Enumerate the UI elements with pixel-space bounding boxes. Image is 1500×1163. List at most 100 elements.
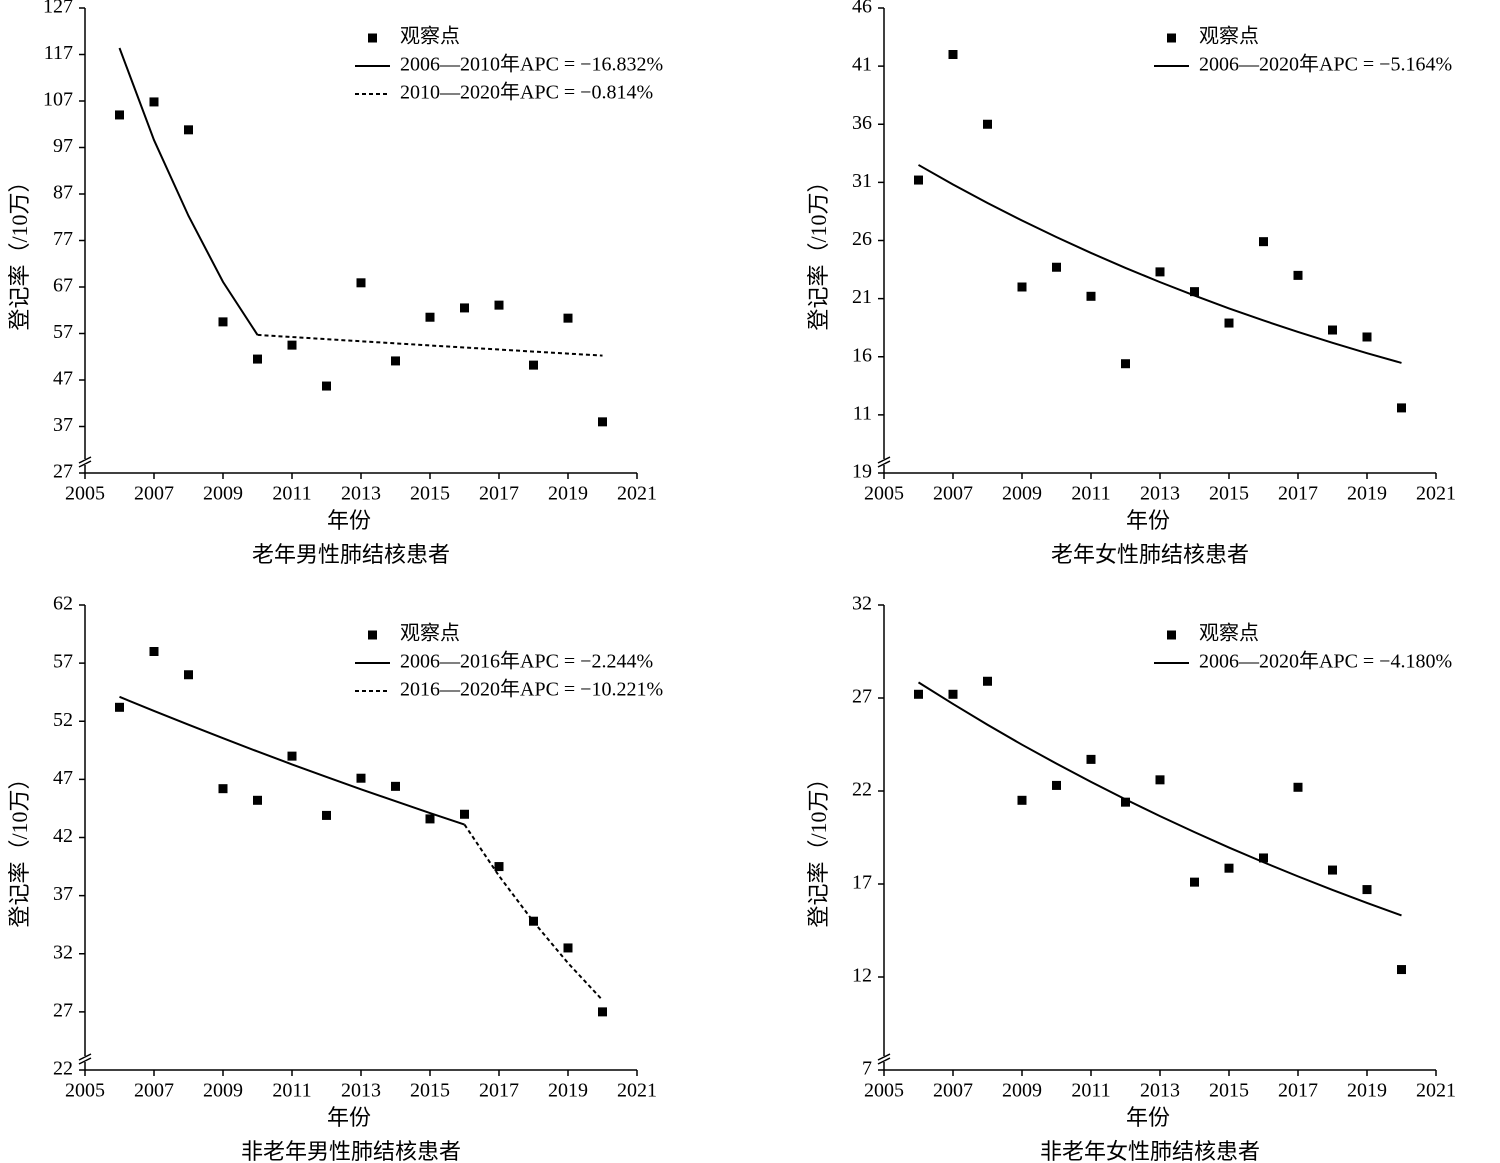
y-tick-label: 11 — [853, 402, 872, 424]
data-point — [253, 795, 262, 805]
data-point — [494, 300, 504, 310]
x-tick-label: 2015 — [410, 483, 450, 505]
data-point — [356, 278, 366, 288]
data-point — [115, 110, 124, 120]
data-point — [983, 119, 992, 129]
x-tick-label: 2005 — [864, 483, 904, 505]
data-point — [1328, 325, 1337, 335]
x-tick-label: 2015 — [1209, 483, 1249, 505]
axis-break — [78, 1053, 92, 1061]
x-tick-label: 2009 — [203, 1080, 243, 1102]
legend-label: 观察点 — [400, 25, 460, 48]
x-tick-label: 2011 — [1071, 1080, 1110, 1102]
data-point — [1362, 332, 1372, 342]
chart-title: 非老年男性肺结核患者 — [241, 1139, 461, 1163]
x-tick-label: 2019 — [548, 483, 588, 505]
y-tick-label: 32 — [852, 593, 872, 615]
x-axis-label: 年份 — [1126, 1105, 1170, 1130]
data-point — [1121, 797, 1130, 807]
x-tick-label: 2017 — [1278, 483, 1318, 505]
y-tick-label: 107 — [43, 89, 73, 111]
data-point — [1086, 754, 1096, 764]
data-point — [1362, 885, 1372, 895]
data-point — [1190, 877, 1199, 887]
axis-break — [877, 456, 891, 464]
x-tick-label: 2007 — [134, 1080, 174, 1102]
data-point — [1397, 403, 1406, 413]
x-axis-label: 年份 — [327, 508, 371, 533]
y-tick-label: 42 — [53, 825, 73, 847]
axis-break-gap — [881, 459, 887, 465]
chart-title: 老年女性肺结核患者 — [1051, 542, 1249, 567]
data-point — [115, 702, 124, 712]
fit-line — [918, 164, 1402, 364]
x-tick-label: 2007 — [933, 483, 973, 505]
y-tick-label: 117 — [44, 42, 73, 64]
y-tick-label: 26 — [852, 228, 872, 250]
y-axis-label: 登记率（/10万） — [806, 170, 831, 330]
x-tick-label: 2021 — [617, 1080, 657, 1102]
data-point — [1155, 775, 1165, 785]
x-tick-label: 2019 — [1347, 1080, 1387, 1102]
data-point — [391, 781, 400, 791]
axis-break — [78, 460, 92, 468]
data-point — [1052, 780, 1061, 790]
x-tick-label: 2011 — [1071, 483, 1110, 505]
y-tick-label: 12 — [852, 965, 872, 987]
data-point — [914, 175, 923, 185]
data-point — [598, 417, 607, 427]
legend-marker — [1167, 630, 1176, 640]
data-point — [983, 676, 992, 686]
y-tick-label: 127 — [43, 0, 73, 18]
y-tick-label: 87 — [53, 182, 73, 204]
y-tick-label: 22 — [852, 779, 872, 801]
y-tick-label: 36 — [852, 112, 872, 134]
y-tick-label: 57 — [53, 321, 73, 343]
data-point — [1293, 270, 1303, 280]
legend-label: 2010—2020年APC = −0.814% — [400, 81, 653, 104]
y-tick-label: 97 — [53, 135, 73, 157]
x-tick-label: 2007 — [134, 483, 174, 505]
y-axis-label: 登记率（/10万） — [7, 170, 32, 330]
y-tick-label: 19 — [852, 461, 872, 483]
data-point — [563, 943, 573, 953]
y-tick-label: 52 — [53, 709, 73, 731]
data-point — [1121, 359, 1130, 369]
data-point — [529, 360, 538, 370]
x-tick-label: 2009 — [203, 483, 243, 505]
data-point — [356, 773, 366, 783]
data-point — [1052, 262, 1061, 272]
axis-break — [877, 1057, 891, 1065]
x-tick-label: 2017 — [1278, 1080, 1318, 1102]
fit-line — [463, 824, 604, 1001]
axis-break-gap — [82, 459, 88, 465]
data-point — [529, 916, 538, 926]
legend-label: 2016—2020年APC = −10.221% — [400, 678, 663, 701]
legend-label: 观察点 — [400, 622, 460, 645]
x-tick-label: 2005 — [65, 483, 105, 505]
y-tick-label: 41 — [852, 54, 872, 76]
y-tick-label: 7 — [862, 1058, 872, 1080]
x-tick-label: 2013 — [341, 483, 381, 505]
x-tick-label: 2021 — [1416, 1080, 1456, 1102]
legend-label: 观察点 — [1199, 25, 1259, 48]
data-point — [494, 862, 504, 872]
axis-break-gap — [82, 1056, 88, 1062]
data-point — [460, 303, 469, 313]
data-point — [563, 313, 573, 323]
fit-line — [257, 333, 603, 357]
axis-break — [78, 1057, 92, 1065]
data-point — [1086, 291, 1096, 301]
data-point — [598, 1007, 607, 1017]
panel: 22 27 32 37 42 47 52 57 62 2005 2007 2009 2011 2013 20… — [7, 593, 663, 1163]
x-tick-label: 2011 — [272, 483, 311, 505]
data-point — [253, 354, 262, 364]
axis-break — [877, 1053, 891, 1061]
y-tick-label: 21 — [852, 286, 872, 308]
legend-label: 2006—2010年APC = −16.832% — [400, 53, 663, 76]
chart-title: 老年男性肺结核患者 — [252, 542, 450, 567]
panel: 27 37 47 57 67 77 87 97 107 117 127 2005 2007 2009 201… — [7, 0, 663, 567]
x-tick-label: 2019 — [1347, 483, 1387, 505]
data-point — [322, 381, 331, 391]
